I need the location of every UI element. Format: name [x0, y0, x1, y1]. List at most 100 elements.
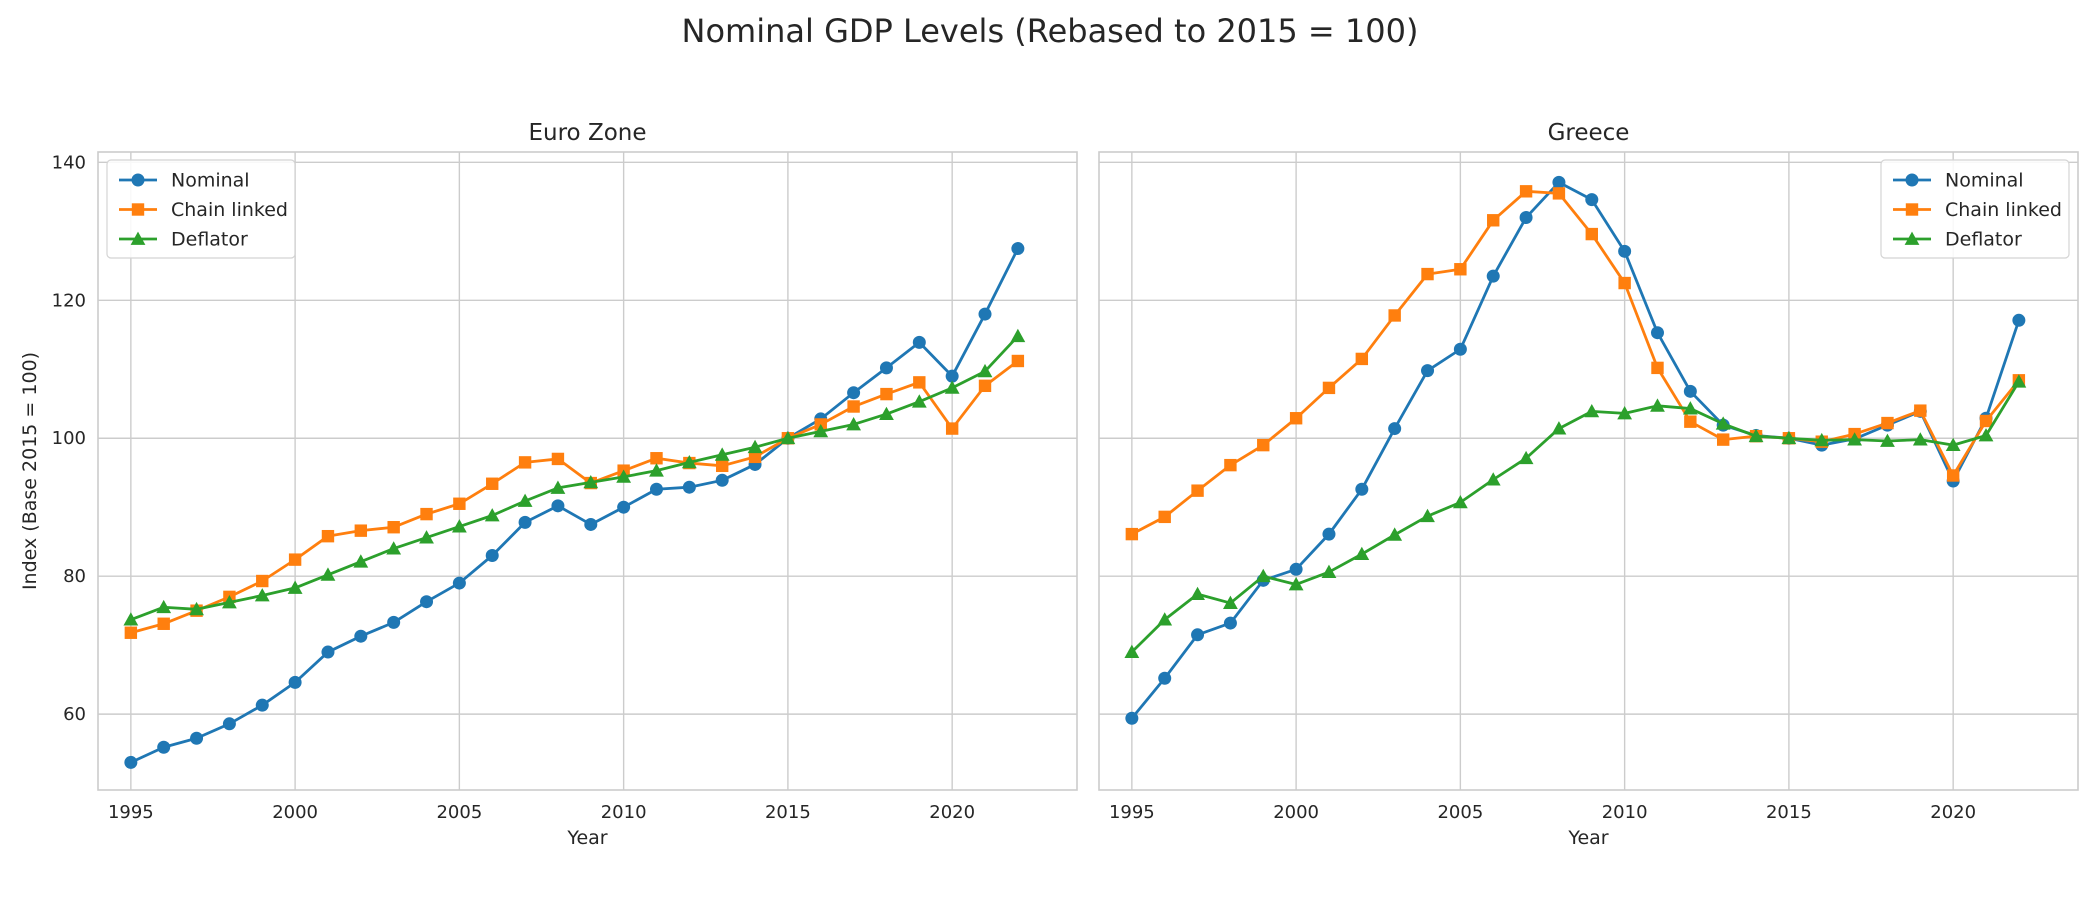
data-point: [813, 423, 829, 438]
legend-label: Chain linked: [171, 199, 288, 221]
data-point: [681, 454, 697, 469]
data-point: [485, 548, 499, 562]
data-point: [157, 617, 170, 630]
series-line: [130, 247, 1020, 764]
data-point: [1650, 326, 1664, 340]
x-tick-label: 2015: [765, 802, 811, 823]
legend-marker: [130, 231, 146, 245]
data-point: [354, 629, 368, 643]
data-point: [1124, 644, 1140, 658]
data-point: [1289, 562, 1303, 576]
data-point: [2011, 374, 2027, 388]
figure-title: Nominal GDP Levels (Rebased to 2015 = 10…: [682, 12, 1419, 50]
x-tick-label: 2020: [929, 802, 975, 823]
data-point: [1420, 508, 1435, 523]
data-point: [518, 515, 532, 529]
data-point: [1255, 568, 1271, 583]
series-deflator: [123, 328, 1026, 626]
data-point: [1945, 437, 1961, 452]
data-point: [321, 529, 335, 543]
y-tick-label: 120: [52, 290, 86, 311]
data-point: [1781, 430, 1797, 445]
data-point: [1288, 577, 1304, 591]
data-point: [1223, 616, 1237, 630]
data-point: [1519, 185, 1533, 198]
legend-label: Deflator: [171, 229, 248, 251]
data-point: [913, 376, 926, 389]
data-point: [1585, 227, 1598, 241]
data-point: [1518, 450, 1534, 465]
data-point: [1684, 415, 1697, 428]
data-point: [1223, 595, 1238, 610]
data-point: [715, 459, 729, 473]
data-point: [256, 574, 269, 588]
panel-1: 1995 2000 2005 2010 2015 2020 60 80 100 120 140 Eur…: [19, 120, 1078, 849]
x-tick-label: 2000: [1273, 802, 1319, 823]
legend-item: Deflator: [119, 229, 248, 251]
panel-2: 1995 2000 2005 2010 2015 2020 Greece Year Nomina…: [1098, 120, 2079, 849]
data-point: [1355, 352, 1369, 366]
data-point: [1552, 175, 1566, 189]
y-axis-label: Index (Base 2015 = 100): [19, 352, 41, 590]
legend-box: [1880, 159, 2070, 259]
data-point: [254, 588, 270, 602]
data-point: [1355, 482, 1369, 496]
legend-marker: [1905, 173, 1919, 187]
data-point: [880, 387, 893, 401]
plot-frame: [97, 151, 1078, 791]
data-point: [124, 626, 138, 639]
data-point: [123, 612, 139, 626]
data-point: [222, 594, 237, 609]
data-point: [2012, 313, 2026, 327]
data-point: [649, 482, 663, 496]
data-point: [288, 553, 302, 566]
data-point: [386, 541, 402, 555]
data-point: [911, 394, 927, 408]
data-point: [320, 567, 336, 581]
data-point: [1322, 381, 1336, 395]
data-point: [518, 456, 532, 469]
data-point: [1715, 416, 1731, 430]
data-point: [977, 363, 993, 378]
series-nominal: [124, 242, 1025, 769]
data-point: [1617, 406, 1633, 420]
data-point: [517, 493, 533, 507]
data-point: [354, 524, 368, 537]
data-point: [124, 755, 138, 769]
data-point: [1157, 612, 1173, 626]
x-tick-label: 1995: [108, 802, 154, 823]
data-point: [484, 508, 500, 522]
legend-item: Nominal: [1893, 170, 2024, 192]
legend-label: Nominal: [171, 170, 250, 192]
data-point: [1584, 403, 1600, 418]
data-point: [1421, 364, 1435, 378]
data-point: [1158, 510, 1171, 524]
data-point: [1011, 354, 1025, 368]
subplot-title: Euro Zone: [529, 120, 647, 146]
data-point: [1651, 361, 1664, 375]
data-point: [222, 717, 236, 731]
series-line: [1130, 380, 2021, 654]
data-point: [1880, 433, 1895, 447]
data-point: [1914, 404, 1927, 417]
legend-marker: [1905, 203, 1919, 216]
data-point: [452, 576, 466, 590]
data-point: [1454, 263, 1467, 276]
data-point: [978, 307, 992, 321]
data-point: [780, 430, 796, 445]
legend-marker: [131, 203, 145, 216]
legend-marker: [131, 173, 145, 187]
data-point: [190, 731, 204, 745]
data-point: [1354, 546, 1370, 561]
data-point: [1421, 267, 1434, 281]
data-point: [650, 452, 663, 465]
x-tick-label: 2005: [436, 802, 482, 823]
data-point: [616, 469, 632, 483]
legend-item: Nominal: [119, 170, 250, 192]
data-point: [1814, 432, 1830, 447]
data-point: [353, 554, 369, 568]
data-point: [255, 698, 269, 712]
data-point: [156, 599, 172, 614]
data-point: [978, 379, 992, 393]
